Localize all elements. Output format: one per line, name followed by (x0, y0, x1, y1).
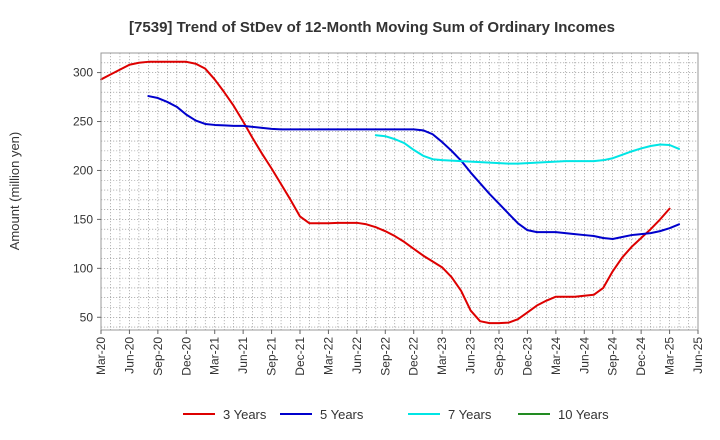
x-tick-label: Dec-22 (407, 337, 421, 376)
series-lines (100, 60, 681, 325)
y-tick-label: 50 (80, 310, 94, 324)
y-tick-label: 250 (73, 115, 93, 129)
y-tick-label: 200 (73, 163, 93, 177)
x-tick-label: Mar-24 (549, 337, 563, 375)
y-tick-label: 150 (73, 212, 93, 226)
series-line-5-years (147, 95, 681, 240)
series-line-3-years (100, 60, 671, 325)
legend-10-years-label: 10 Years (558, 407, 609, 422)
x-tick-label: Jun-22 (350, 337, 364, 374)
y-axis-ticks: 50 100 150 200 250 300 (73, 66, 101, 324)
plot-area (101, 53, 698, 330)
x-tick-label: Dec-21 (293, 337, 307, 376)
x-tick-label: Sep-23 (492, 337, 506, 376)
x-tick-label: Jun-21 (236, 337, 250, 374)
plot-background (101, 53, 698, 330)
x-axis-ticks: Mar-20 Jun-20 Sep-20 Dec-20 Mar-21 Jun-21 Sep-… (94, 330, 705, 376)
x-tick-label: Dec-23 (520, 337, 534, 376)
legend-7-years-label: 7 Years (448, 407, 492, 422)
x-tick-label: Jun-20 (122, 337, 136, 374)
x-tick-label: Dec-20 (179, 337, 193, 376)
y-tick-label: 100 (73, 261, 93, 275)
x-tick-label: Sep-22 (378, 337, 392, 376)
x-tick-label: Dec-24 (634, 337, 648, 376)
x-tick-label: Jun-25 (691, 337, 705, 374)
x-tick-label: Mar-25 (663, 337, 677, 375)
x-tick-label: Mar-20 (94, 337, 108, 375)
x-tick-label: Sep-24 (606, 337, 620, 376)
y-tick-label: 300 (73, 66, 93, 80)
plot-frame (100, 52, 699, 331)
legend-5-years-label: 5 Years (320, 407, 364, 422)
x-tick-label: Sep-20 (151, 337, 165, 376)
gridlines (101, 53, 698, 330)
chart-title: [7539] Trend of StDev of 12-Month Moving… (129, 19, 615, 36)
x-tick-label: Mar-21 (208, 337, 222, 375)
y-axis-label: Amount (million yen) (7, 132, 22, 251)
x-tick-label: Jun-23 (464, 337, 478, 374)
series-line-7-years (374, 134, 681, 165)
x-tick-label: Sep-21 (265, 337, 279, 376)
x-tick-label: Jun-24 (577, 337, 591, 374)
legend-3-years-label: 3 Years (223, 407, 267, 422)
x-tick-label: Mar-23 (435, 337, 449, 375)
legend: 3 Years 5 Years 7 Years 10 Years (183, 407, 609, 422)
x-tick-label: Mar-22 (321, 337, 335, 375)
